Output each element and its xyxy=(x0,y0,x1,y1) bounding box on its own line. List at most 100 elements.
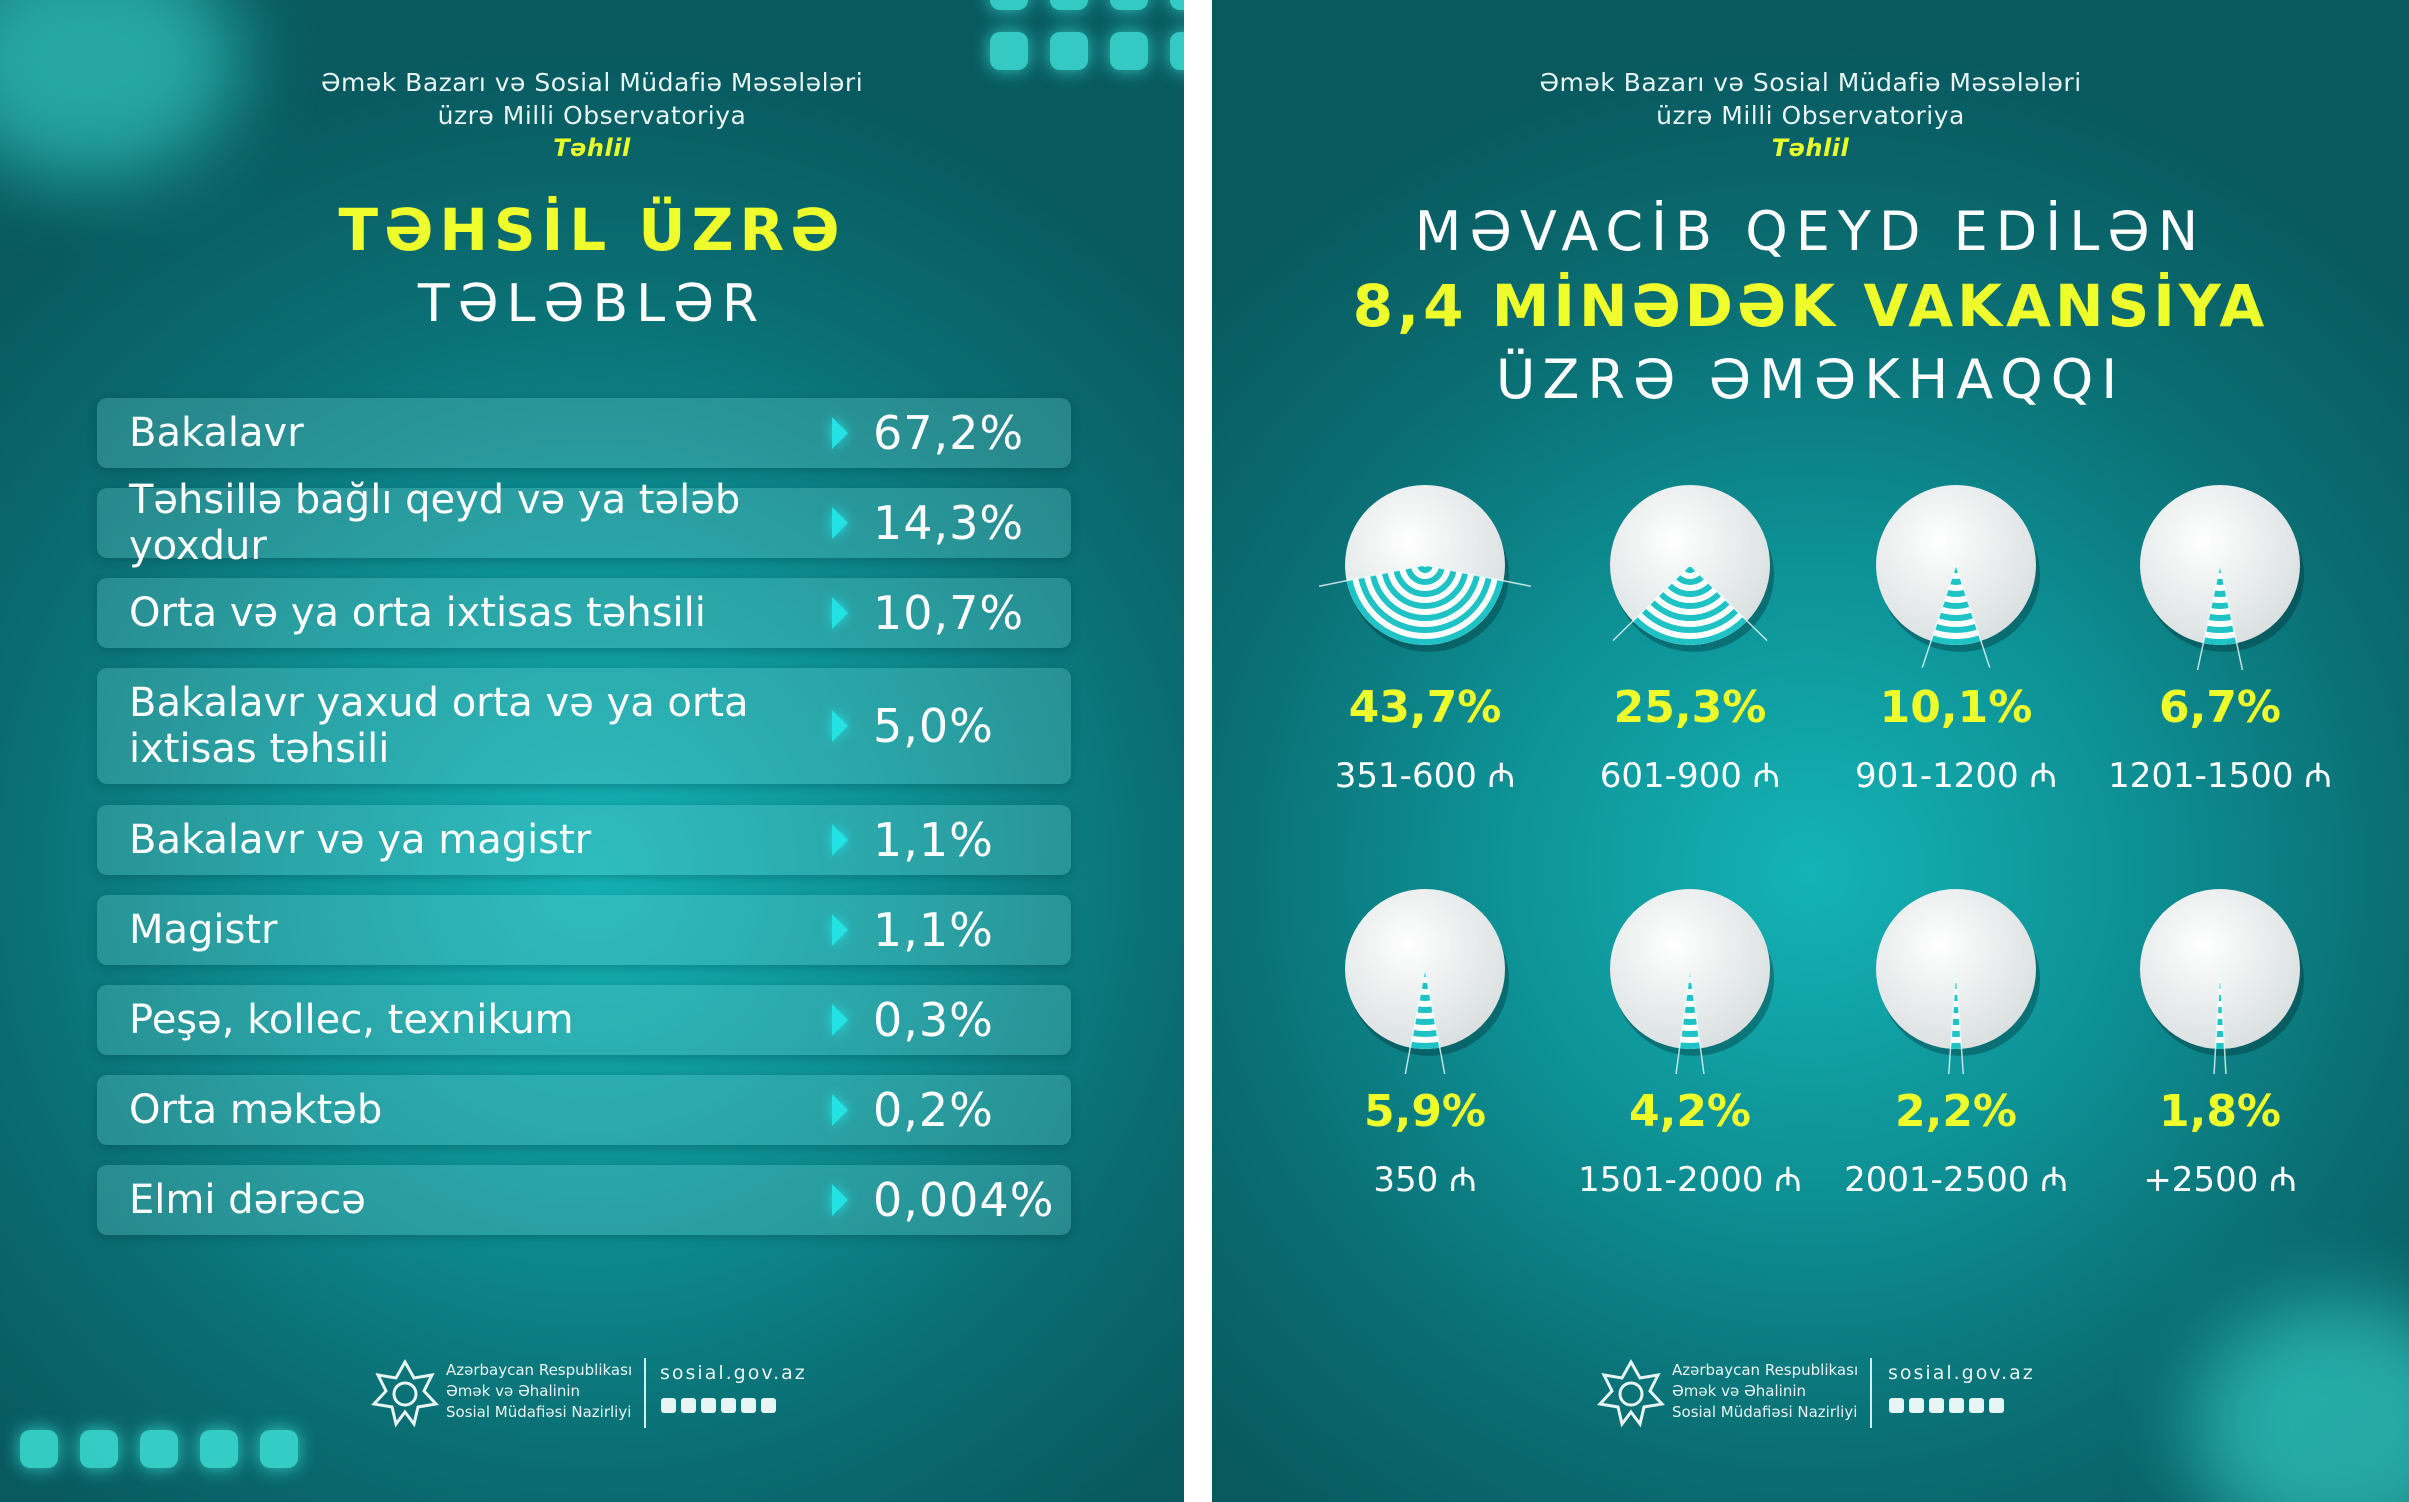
wedge-edge-line xyxy=(1955,968,1965,1074)
row-value: 1,1% xyxy=(873,903,994,957)
ministry-name-line2: Əmək və Əhalinin xyxy=(1672,1382,1806,1400)
salary-item: 1,8% +2500 ₼ xyxy=(2090,884,2350,1201)
row-label: Bakalavr və ya magistr xyxy=(129,817,592,863)
salary-item: 25,3% 601-900 ₼ xyxy=(1560,480,1820,797)
arrow-right-icon xyxy=(832,417,848,449)
facebook-icon[interactable] xyxy=(1889,1398,1904,1413)
salary-item: 5,9% 350 ₼ xyxy=(1295,884,1555,1201)
page-subtitle: ÜZRƏ ƏMƏKHAQQI xyxy=(1495,348,2126,411)
list-item: Bakalavr və ya magistr 1,1% xyxy=(97,805,1071,875)
wedge-edge-line xyxy=(1689,968,1705,1074)
pie-wedge-chart xyxy=(1318,485,1532,652)
share-percent: 5,9% xyxy=(1363,1086,1487,1137)
ministry-name: Azərbaycan Respublikası Əmək və Əhalinin… xyxy=(446,1360,632,1423)
row-label: Bakalavr xyxy=(129,410,304,456)
wedge-edge-line xyxy=(1675,968,1691,1074)
wedge-edge-line xyxy=(1612,564,1691,642)
list-item: Bakalavr yaxud orta və ya orta ixtisas t… xyxy=(97,668,1071,784)
pie-wedge-chart xyxy=(1876,889,2040,1074)
list-item: Orta məktəb 0,2% xyxy=(97,1075,1071,1145)
telegram-icon[interactable] xyxy=(701,1398,716,1413)
org-line2: üzrə Milli Observatoriya xyxy=(437,101,747,130)
list-item: Təhsillə bağlı qeyd və ya tələb yoxdur 1… xyxy=(97,477,1071,569)
x-icon[interactable] xyxy=(1949,1398,1964,1413)
wedge-edge-line xyxy=(1318,564,1426,587)
facebook-icon[interactable] xyxy=(661,1398,676,1413)
ministry-name: Azərbaycan Respublikası Əmək və Əhalinin… xyxy=(1672,1360,1858,1423)
youtube-icon[interactable] xyxy=(741,1398,756,1413)
youtube-icon[interactable] xyxy=(1969,1398,1984,1413)
arrow-right-icon xyxy=(832,1184,848,1216)
org-subtitle: Təhlil xyxy=(1771,134,1850,162)
row-value: 67,2% xyxy=(873,406,1025,460)
decorative-dots xyxy=(20,1430,298,1468)
salary-range: 1501-2000 ₼ xyxy=(1578,1160,1802,1200)
wedge-edge-line xyxy=(1947,968,1957,1074)
footer-divider xyxy=(644,1358,646,1428)
footer: Azərbaycan Respublikası Əmək və Əhalinin… xyxy=(0,1354,1184,1434)
ministry-name-line2: Əmək və Əhalinin xyxy=(446,1382,580,1400)
page-title-highlight: 8,4 MİNƏDƏK VAKANSİYA xyxy=(1352,272,2269,340)
wedge-edge-line xyxy=(2219,968,2227,1074)
share-percent: 25,3% xyxy=(1613,682,1767,733)
salary-range: 350 ₼ xyxy=(1373,1160,1477,1200)
row-value: 5,0% xyxy=(873,699,994,753)
share-percent: 10,1% xyxy=(1879,682,2033,733)
org-line2: üzrə Milli Observatoriya xyxy=(1656,101,1965,130)
salary-range: +2500 ₼ xyxy=(2143,1160,2297,1200)
share-percent: 43,7% xyxy=(1348,682,1502,733)
row-label: Bakalavr yaxud orta və ya orta ixtisas t… xyxy=(129,680,749,772)
list-item: Bakalavr 67,2% xyxy=(97,398,1071,468)
pie-wedge-chart xyxy=(1610,485,1774,652)
row-value: 1,1% xyxy=(873,813,994,867)
website-link[interactable]: sosial.gov.az xyxy=(1888,1362,2035,1384)
social-links xyxy=(661,1398,776,1413)
wedge-edge-line xyxy=(1424,968,1446,1074)
pie-wedge-chart xyxy=(1876,485,2040,668)
row-value: 0,2% xyxy=(873,1083,994,1137)
wedge-edge-line xyxy=(1424,564,1532,587)
ministry-name-line3: Sosial Müdafiəsi Nazirliyi xyxy=(1672,1403,1858,1421)
salary-range: 901-1200 ₼ xyxy=(1854,756,2058,796)
salary-item: 2,2% 2001-2500 ₼ xyxy=(1826,884,2086,1201)
salary-item: 10,1% 901-1200 ₼ xyxy=(1826,480,2086,797)
arrow-right-icon xyxy=(832,597,848,629)
org-line1: Əmək Bazarı və Sosial Müdafiə Məsələləri xyxy=(1539,68,2082,97)
page-subtitle: TƏLƏBLƏR xyxy=(417,274,767,334)
row-label: Orta məktəb xyxy=(129,1087,383,1133)
org-subtitle: Təhlil xyxy=(553,134,631,162)
list-item: Magistr 1,1% xyxy=(97,895,1071,965)
education-panel: Əmək Bazarı və Sosial Müdafiə Məsələləri… xyxy=(0,0,1184,1502)
list-item: Peşə, kollec, texnikum 0,3% xyxy=(97,985,1071,1055)
pie-wedge-chart xyxy=(1610,889,1774,1074)
pie-wedge xyxy=(1931,565,1981,645)
salary-range: 1201-1500 ₼ xyxy=(2108,756,2332,796)
row-value: 0,3% xyxy=(873,993,994,1047)
pie-wedge-chart xyxy=(2140,485,2304,670)
linkedin-icon[interactable] xyxy=(761,1398,776,1413)
pie-wedge xyxy=(1410,969,1440,1049)
wedge-edge-line xyxy=(1955,564,1991,668)
share-percent: 2,2% xyxy=(1894,1086,2018,1137)
linkedin-icon[interactable] xyxy=(1989,1398,2004,1413)
row-value: 0,004% xyxy=(873,1173,1055,1227)
ministry-name-line1: Azərbaycan Respublikası xyxy=(446,1361,633,1379)
ministry-logo-icon xyxy=(371,1358,439,1428)
salary-range: 351-600 ₼ xyxy=(1334,756,1516,796)
wedge-edge-line xyxy=(2219,564,2244,670)
share-percent: 1,8% xyxy=(2158,1086,2282,1137)
wedge-edge-line xyxy=(2196,564,2221,670)
website-link[interactable]: sosial.gov.az xyxy=(660,1362,807,1384)
instagram-icon[interactable] xyxy=(681,1398,696,1413)
list-item: Elmi dərəcə 0,004% xyxy=(97,1165,1071,1235)
share-percent: 6,7% xyxy=(2158,682,2282,733)
arrow-right-icon xyxy=(832,824,848,856)
row-label: Təhsillə bağlı qeyd və ya tələb yoxdur xyxy=(129,477,741,569)
telegram-icon[interactable] xyxy=(1929,1398,1944,1413)
x-icon[interactable] xyxy=(721,1398,736,1413)
pie-wedge-chart xyxy=(1345,889,1509,1074)
arrow-right-icon xyxy=(832,710,848,742)
pie-wedge-chart xyxy=(2140,889,2304,1074)
row-label: Magistr xyxy=(129,907,278,953)
instagram-icon[interactable] xyxy=(1909,1398,1924,1413)
